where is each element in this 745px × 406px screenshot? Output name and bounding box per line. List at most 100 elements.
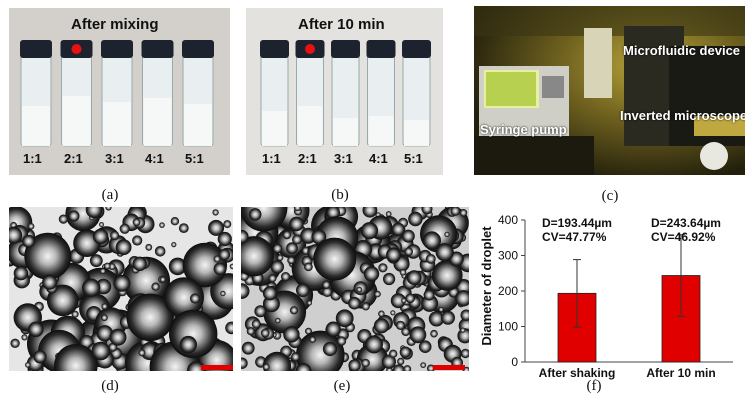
droplet <box>217 231 232 247</box>
droplet <box>460 348 469 359</box>
panel-e-micrograph <box>241 207 469 371</box>
droplet <box>262 351 292 371</box>
droplet <box>270 260 284 274</box>
droplet <box>381 354 396 369</box>
droplet <box>163 277 204 318</box>
droplet <box>241 357 248 369</box>
droplet <box>292 234 302 245</box>
droplet <box>241 229 249 244</box>
droplet <box>348 296 361 310</box>
droplet <box>430 329 438 338</box>
panel-c-scene <box>474 6 745 175</box>
vial <box>295 40 325 147</box>
droplet <box>182 242 228 288</box>
panel-b-label: (b) <box>331 187 349 203</box>
vial <box>366 40 396 147</box>
droplet <box>159 222 165 228</box>
droplet <box>304 262 313 272</box>
droplet <box>126 293 174 341</box>
droplet <box>363 266 380 282</box>
droplet <box>293 207 302 212</box>
droplet <box>101 314 108 322</box>
droplet <box>68 210 80 222</box>
droplet <box>361 302 370 311</box>
droplet <box>291 352 300 362</box>
droplet <box>457 328 469 344</box>
droplet <box>390 293 406 309</box>
vial <box>60 40 93 147</box>
droplet <box>21 334 28 341</box>
droplet <box>92 228 109 245</box>
droplet <box>283 326 300 343</box>
droplet <box>132 235 143 246</box>
x-tick-label: After 10 min <box>646 366 715 380</box>
droplet <box>225 321 233 335</box>
droplet <box>306 300 313 306</box>
droplet <box>251 319 261 329</box>
droplet <box>295 363 312 371</box>
droplet <box>223 220 232 229</box>
ratio-label: 3:1 <box>334 151 353 166</box>
red-marker-icon <box>71 44 82 54</box>
droplet <box>187 361 206 371</box>
droplet <box>441 310 455 325</box>
droplet <box>171 242 177 248</box>
droplet <box>132 218 141 227</box>
ratio-label: 1:1 <box>262 151 281 166</box>
droplet <box>289 216 304 232</box>
droplet <box>28 321 44 337</box>
droplet <box>190 293 201 304</box>
droplet <box>322 280 331 289</box>
ratio-label: 4:1 <box>145 151 164 166</box>
droplet <box>170 217 180 226</box>
droplet <box>286 242 298 255</box>
data-annotation: CV=46.92% <box>651 230 716 244</box>
droplet <box>179 335 197 354</box>
ratio-label: 2:1 <box>64 151 83 166</box>
droplet <box>218 248 231 261</box>
droplet <box>325 321 341 337</box>
droplet <box>103 262 111 270</box>
y-tick-label: 300 <box>498 249 518 263</box>
ratio-label: 4:1 <box>369 151 388 166</box>
droplet <box>296 330 345 371</box>
panel-a-title: After mixing <box>71 16 159 33</box>
droplet <box>431 260 463 291</box>
droplet <box>33 350 47 364</box>
panel-c-photo: Microfluidic device Syringe pump Inverte… <box>474 6 745 175</box>
vial <box>20 40 52 147</box>
panel-f-label: (f) <box>586 378 602 394</box>
droplet <box>82 278 101 297</box>
y-tick-label: 400 <box>498 213 518 227</box>
scale-bar-d <box>201 365 233 370</box>
droplet <box>96 325 114 342</box>
droplet <box>356 286 363 293</box>
droplet <box>281 272 291 282</box>
droplet <box>260 328 270 338</box>
droplet <box>91 341 111 361</box>
droplet <box>9 226 23 244</box>
droplet <box>27 223 35 230</box>
panel-e-label: (e) <box>333 378 351 394</box>
droplet <box>408 211 423 227</box>
annotation-inverted-microscope: Inverted microscope <box>620 108 745 123</box>
droplet <box>246 327 255 336</box>
panel-b-vials <box>260 40 431 147</box>
droplet <box>401 297 407 304</box>
droplet <box>309 336 316 343</box>
y-axis-label: Diameter of droplet <box>479 226 494 346</box>
droplet <box>444 231 450 238</box>
droplet <box>85 207 103 219</box>
droplet <box>42 274 58 290</box>
panel-b-title: After 10 min <box>298 16 385 33</box>
droplet <box>378 263 388 273</box>
droplet <box>268 274 277 283</box>
droplet <box>132 256 147 271</box>
droplet <box>220 290 226 297</box>
annotation-microfluidic-device: Microfluidic device <box>623 43 741 58</box>
panel-a-vials <box>20 40 214 147</box>
droplet <box>336 336 347 346</box>
droplet <box>296 283 310 298</box>
droplet <box>425 254 436 264</box>
droplet <box>421 294 439 312</box>
